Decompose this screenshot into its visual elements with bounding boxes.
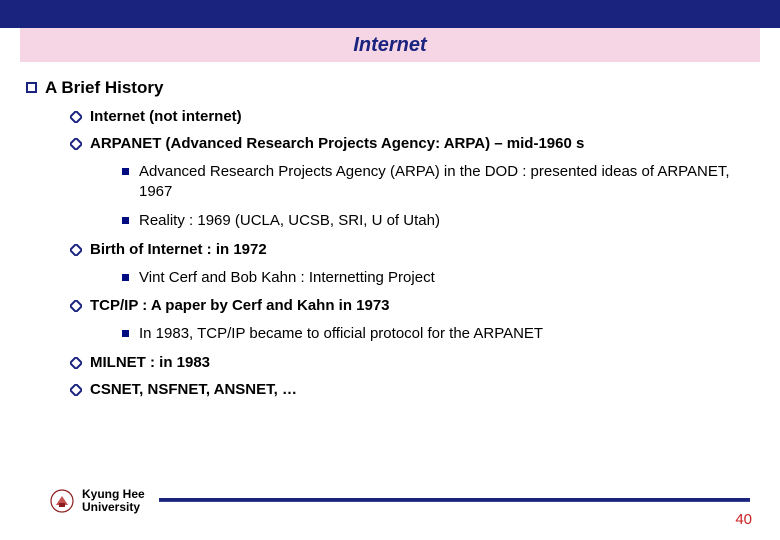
list-item: Vint Cerf and Bob Kahn : Internetting Pr… [122,268,760,288]
dot-bullet-icon [122,330,129,337]
dot-bullet-icon [122,274,129,281]
university-line2: University [82,501,145,514]
footer-rule [159,498,750,503]
item-text: CSNET, NSFNET, ANSNET, … [90,381,297,398]
heading-row: A Brief History [26,78,760,98]
list-item: ARPANET (Advanced Research Projects Agen… [70,135,760,152]
slide-title: Internet [353,34,426,56]
diamond-bullet-icon [70,300,82,312]
item-text: TCP/IP : A paper by Cerf and Kahn in 197… [90,297,390,314]
list-item: CSNET, NSFNET, ANSNET, … [70,381,760,398]
title-band: Internet [20,28,760,62]
item-text: In 1983, TCP/IP became to official proto… [139,324,543,344]
item-text: Vint Cerf and Bob Kahn : Internetting Pr… [139,268,435,288]
top-bar [0,0,780,28]
heading-text: A Brief History [45,78,163,98]
item-text: Reality : 1969 (UCLA, UCSB, SRI, U of Ut… [139,211,440,231]
content-area: A Brief History Internet (not internet) … [26,78,760,408]
university-name: Kyung Hee University [82,488,145,514]
list-item: Reality : 1969 (UCLA, UCSB, SRI, U of Ut… [122,211,760,231]
list-item: Internet (not internet) [70,108,760,125]
diamond-bullet-icon [70,384,82,396]
page-number: 40 [735,511,752,528]
list-item: In 1983, TCP/IP became to official proto… [122,324,760,344]
diamond-bullet-icon [70,357,82,369]
diamond-bullet-icon [70,138,82,150]
item-text: ARPANET (Advanced Research Projects Agen… [90,135,584,152]
diamond-bullet-icon [70,244,82,256]
square-bullet-icon [26,82,37,93]
footer: Kyung Hee University [50,488,760,514]
list-item: MILNET : in 1983 [70,354,760,371]
university-logo-icon [50,489,74,513]
item-text: Birth of Internet : in 1972 [90,241,267,258]
list-item: Birth of Internet : in 1972 [70,241,760,258]
dot-bullet-icon [122,217,129,224]
item-text: Internet (not internet) [90,108,242,125]
dot-bullet-icon [122,168,129,175]
slide: Internet A Brief History Internet (not i… [0,0,780,540]
item-text: MILNET : in 1983 [90,354,210,371]
item-text: Advanced Research Projects Agency (ARPA)… [139,162,760,201]
list-item: TCP/IP : A paper by Cerf and Kahn in 197… [70,297,760,314]
university-line1: Kyung Hee [82,488,145,501]
diamond-bullet-icon [70,111,82,123]
list-item: Advanced Research Projects Agency (ARPA)… [122,162,760,201]
